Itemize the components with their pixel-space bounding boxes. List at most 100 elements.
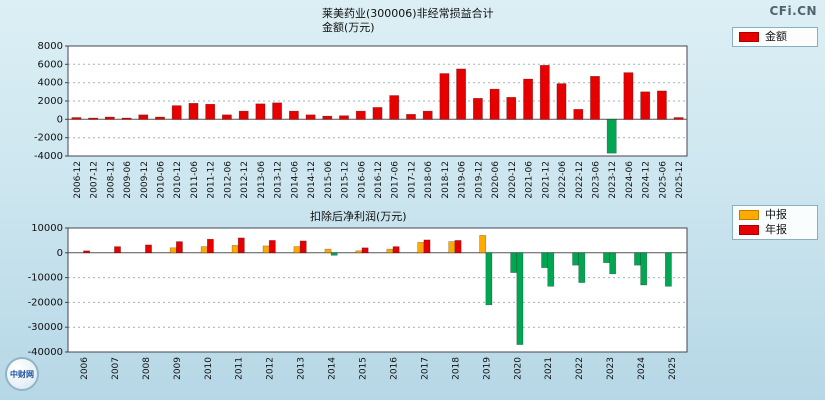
x-tick-label: 2014-06 xyxy=(290,161,300,199)
bar xyxy=(171,105,182,120)
x-tick-label: 2019-12 xyxy=(474,161,484,199)
plot-border xyxy=(67,227,688,353)
bar xyxy=(293,246,301,254)
x-tick-label: 2010-06 xyxy=(157,161,167,199)
bar xyxy=(272,102,282,120)
x-tick-label: 2024-06 xyxy=(625,161,635,199)
x-tick-label: 2006 xyxy=(80,357,90,380)
bar xyxy=(539,65,550,120)
x-tick-label: 2020 xyxy=(513,357,523,380)
cfi-seal-logo: 中财网 xyxy=(5,357,39,391)
bar xyxy=(205,103,216,120)
y-tick-label: -30000 xyxy=(28,322,63,333)
bar xyxy=(640,91,651,120)
top-chart-title: 莱美药业(300006)非经常损益合计 金额(万元) xyxy=(322,7,494,35)
y-tick-label: 6000 xyxy=(38,59,63,70)
bar xyxy=(169,247,177,254)
x-tick-label: 2020-06 xyxy=(491,161,501,199)
x-tick-label: 2022 xyxy=(575,357,585,380)
bar xyxy=(231,245,239,254)
bar xyxy=(423,239,431,254)
x-tick-label: 2012 xyxy=(266,357,276,380)
x-tick-label: 2013 xyxy=(297,357,307,380)
bar xyxy=(114,246,121,254)
x-tick-label: 2016-12 xyxy=(374,161,384,199)
y-tick-label: 2000 xyxy=(38,96,63,107)
bar xyxy=(479,235,487,254)
bar xyxy=(305,114,316,120)
bar xyxy=(417,242,425,254)
x-tick-label: 2021 xyxy=(544,357,554,380)
x-tick-label: 2014-12 xyxy=(307,161,317,199)
x-tick-label: 2022-06 xyxy=(558,161,568,199)
x-tick-label: 2025 xyxy=(668,357,678,380)
y-tick-label: 8000 xyxy=(38,41,63,52)
x-tick-label: 2021-12 xyxy=(541,161,551,199)
x-tick-label: 2025-06 xyxy=(658,161,668,199)
bar xyxy=(506,97,517,120)
bar xyxy=(609,252,617,275)
x-tick-label: 2025-12 xyxy=(675,161,685,199)
y-tick-label: 0 xyxy=(57,114,63,125)
plot-area xyxy=(68,228,687,352)
bar xyxy=(200,246,208,254)
x-tick-label: 2017 xyxy=(420,357,430,380)
bar xyxy=(361,247,369,254)
x-tick-label: 2020-12 xyxy=(508,161,518,199)
annual-swatch-icon xyxy=(739,225,759,235)
bar xyxy=(485,252,493,306)
cfi-seal-text: 中财网 xyxy=(10,369,34,379)
bar xyxy=(578,252,586,283)
bar xyxy=(523,78,533,120)
y-tick-label: -40000 xyxy=(28,347,63,358)
cfi-watermark-text: CFi.CN xyxy=(769,4,817,18)
bar xyxy=(88,117,98,120)
bar xyxy=(104,116,115,120)
x-tick-label: 2006-12 xyxy=(73,161,83,199)
bar xyxy=(541,252,548,268)
bar xyxy=(188,103,199,120)
bar xyxy=(145,244,152,254)
bar xyxy=(155,116,165,120)
x-tick-label: 2015 xyxy=(359,357,369,380)
y-tick-label: -4000 xyxy=(34,151,63,162)
bar xyxy=(339,115,349,120)
interim-swatch-icon xyxy=(739,210,759,220)
bar xyxy=(472,98,483,120)
x-tick-label: 2009 xyxy=(173,357,183,380)
x-tick-label: 2011 xyxy=(235,357,245,380)
bar xyxy=(510,252,518,273)
amount-legend-label: 金额 xyxy=(765,30,787,43)
x-tick-label: 2008-12 xyxy=(106,161,116,199)
bar xyxy=(422,110,433,120)
x-tick-label: 2015-06 xyxy=(324,161,334,199)
bar xyxy=(673,117,684,120)
x-tick-label: 2017-06 xyxy=(391,161,401,199)
bar xyxy=(324,248,332,254)
x-tick-label: 2021-06 xyxy=(525,161,535,199)
bar xyxy=(606,119,617,154)
bar xyxy=(330,252,338,256)
bar xyxy=(299,240,307,254)
x-tick-label: 2009-12 xyxy=(140,161,150,199)
bar xyxy=(454,240,462,254)
bar xyxy=(640,252,648,286)
x-tick-label: 2022-12 xyxy=(575,161,585,199)
bar xyxy=(448,241,456,254)
bar xyxy=(222,114,232,120)
legend-row-annual: 年报 xyxy=(739,224,811,236)
bar xyxy=(603,252,610,263)
top-chart-title-line2: 金额(万元) xyxy=(322,21,375,34)
bar xyxy=(590,76,600,120)
x-tick-label: 2023-06 xyxy=(592,161,602,199)
y-tick-label: -2000 xyxy=(34,133,63,144)
x-tick-label: 2019 xyxy=(482,357,492,380)
x-tick-label: 2008 xyxy=(142,357,152,380)
y-tick-label: -10000 xyxy=(28,273,63,284)
x-tick-label: 2010 xyxy=(204,357,214,380)
x-tick-label: 2016 xyxy=(390,357,400,380)
x-tick-label: 2018-12 xyxy=(441,161,451,199)
x-tick-label: 2013-12 xyxy=(274,161,284,199)
x-tick-label: 2010-12 xyxy=(173,161,183,199)
